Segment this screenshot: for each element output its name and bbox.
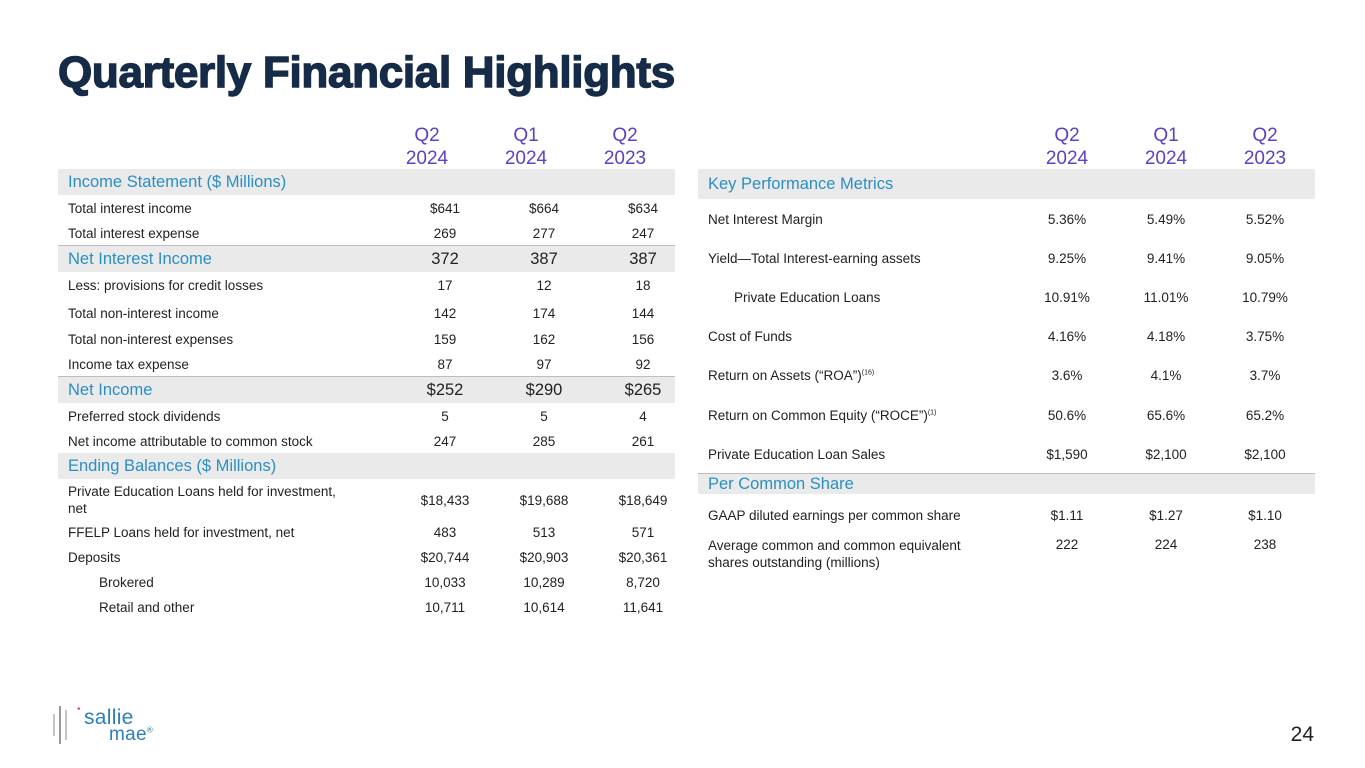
table-row: GAAP diluted earnings per common share $…: [708, 507, 1282, 523]
table-row: Yield—Total Interest-earning assets 9.25…: [708, 250, 1285, 266]
table-row: Total interest expense 269 277 247: [68, 225, 655, 241]
table-row: Private Education Loans held for investm…: [68, 484, 668, 516]
table-row: FFELP Loans held for investment, net 483…: [68, 524, 655, 540]
logo-text-line1: sallie: [84, 706, 134, 729]
table-row: Total interest income $641 $664 $634: [68, 200, 659, 216]
left-col-header-3: Q2 2023: [603, 125, 647, 169]
left-col-header-1: Q2 2024: [405, 125, 449, 169]
section-income-statement: Income Statement ($ Millions): [58, 169, 675, 195]
table-row: Total non-interest income 142 174 144: [68, 305, 655, 321]
section-ending-balances: Ending Balances ($ Millions): [58, 453, 675, 479]
table-row: Retail and other 10,711 10,614 11,641: [99, 599, 664, 615]
table-row: Return on Common Equity (“ROCE”)(1) 50.6…: [708, 407, 1285, 423]
logo-text-line2: mae®: [109, 724, 154, 745]
table-row: Cost of Funds 4.16% 4.18% 3.75%: [708, 328, 1285, 344]
right-col-header-3: Q2 2023: [1243, 125, 1287, 169]
table-row: Income tax expense 87 97 92: [68, 356, 651, 372]
section-net-interest-income: Net Interest Income 372 387 387: [58, 245, 675, 272]
table-row: Brokered 10,033 10,289 8,720: [99, 574, 660, 590]
table-row: Average common and common equivalent sha…: [708, 537, 1277, 570]
table-row: Net income attributable to common stock …: [68, 433, 655, 449]
section-per-common-share: Per Common Share: [698, 473, 1315, 494]
table-row: Net Interest Margin 5.36% 5.49% 5.52%: [708, 211, 1285, 227]
page-number: 24: [1290, 723, 1314, 746]
table-row: Total non-interest expenses 159 162 156: [68, 331, 655, 347]
section-key-performance-metrics: Key Performance Metrics: [698, 169, 1315, 199]
logo-dot: •: [77, 704, 81, 715]
page-title: Quarterly Financial Highlights: [57, 47, 676, 97]
table-row: Deposits $20,744 $20,903 $20,361: [68, 549, 668, 565]
sallie-mae-logo: • sallie mae®: [50, 700, 170, 750]
right-col-header-1: Q2 2024: [1045, 125, 1089, 169]
table-row: Return on Assets (“ROA”)(16) 3.6% 4.1% 3…: [708, 367, 1281, 383]
section-net-income: Net Income $252 $290 $265: [58, 376, 675, 403]
table-row: Private Education Loans 10.91% 11.01% 10…: [734, 289, 1288, 305]
table-row: Less: provisions for credit losses 17 12…: [68, 277, 651, 293]
right-col-header-2: Q1 2024: [1144, 125, 1188, 169]
left-col-header-2: Q1 2024: [504, 125, 548, 169]
table-row: Private Education Loan Sales $1,590 $2,1…: [708, 446, 1286, 462]
table-row: Preferred stock dividends 5 5 4: [68, 408, 647, 424]
